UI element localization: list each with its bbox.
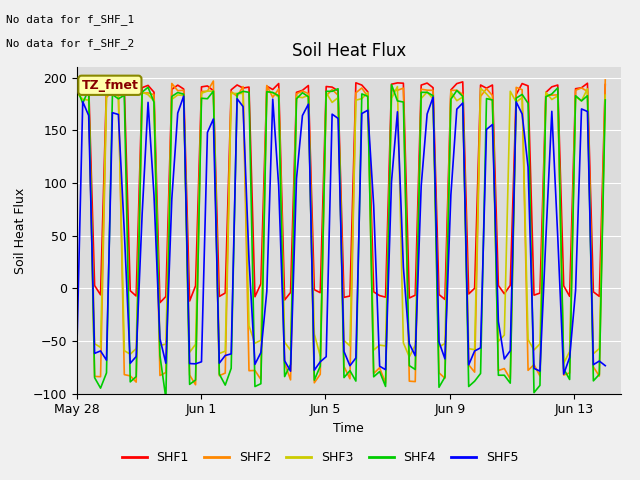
SHF3 (447, 89, 454, 95)
Line: SHF3: SHF3 (77, 86, 605, 363)
Text: No data for f_SHF_1: No data for f_SHF_1 (6, 14, 134, 25)
SHF5 (602, 363, 609, 369)
SHF1 (602, 82, 609, 87)
SHF5 (73, 349, 81, 355)
SHF2 (73, 88, 81, 94)
SHF3 (560, 360, 568, 366)
SHF1 (156, 300, 164, 306)
SHF2 (447, 87, 454, 93)
SHF4 (589, 378, 597, 384)
SHF3 (144, 92, 152, 97)
SHF5 (447, 192, 454, 198)
SHF4 (73, 85, 81, 91)
SHF1 (589, 289, 597, 295)
SHF5 (518, 111, 526, 117)
Line: SHF4: SHF4 (77, 84, 605, 398)
SHF4 (453, 88, 461, 94)
SHF3 (602, 92, 609, 98)
SHF4 (144, 84, 152, 90)
SHF1 (536, 290, 544, 296)
SHF1 (109, 78, 116, 84)
SHF4 (524, 100, 532, 106)
SHF4 (388, 82, 396, 87)
Text: TZ_fmet: TZ_fmet (81, 79, 138, 92)
SHF1 (150, 89, 158, 95)
SHF2 (192, 382, 200, 388)
SHF2 (584, 88, 591, 94)
SHF2 (518, 87, 526, 93)
Text: No data for f_SHF_2: No data for f_SHF_2 (6, 38, 134, 49)
Title: Soil Heat Flux: Soil Heat Flux (292, 42, 406, 60)
SHF2 (530, 362, 538, 368)
Legend: SHF1, SHF2, SHF3, SHF4, SHF5: SHF1, SHF2, SHF3, SHF4, SHF5 (116, 446, 524, 469)
SHF1 (245, 84, 253, 90)
Line: SHF2: SHF2 (77, 80, 605, 385)
Line: SHF1: SHF1 (77, 81, 605, 303)
SHF5 (560, 372, 568, 377)
SHF3 (589, 351, 597, 357)
Line: SHF5: SHF5 (77, 96, 605, 374)
SHF3 (394, 84, 401, 89)
SHF4 (239, 88, 247, 94)
SHF5 (530, 365, 538, 371)
SHF1 (73, 82, 81, 87)
SHF3 (233, 91, 241, 96)
Y-axis label: Soil Heat Flux: Soil Heat Flux (14, 187, 27, 274)
SHF3 (530, 347, 538, 353)
SHF2 (144, 90, 152, 96)
SHF4 (602, 97, 609, 103)
SHF5 (239, 104, 247, 109)
SHF4 (162, 396, 170, 401)
SHF2 (239, 84, 247, 89)
SHF3 (518, 95, 526, 100)
SHF5 (180, 93, 188, 99)
SHF4 (536, 383, 544, 388)
SHF3 (73, 90, 81, 96)
SHF5 (144, 99, 152, 105)
SHF2 (602, 77, 609, 83)
SHF5 (589, 362, 597, 368)
X-axis label: Time: Time (333, 422, 364, 435)
SHF1 (453, 81, 461, 86)
SHF1 (524, 83, 532, 89)
